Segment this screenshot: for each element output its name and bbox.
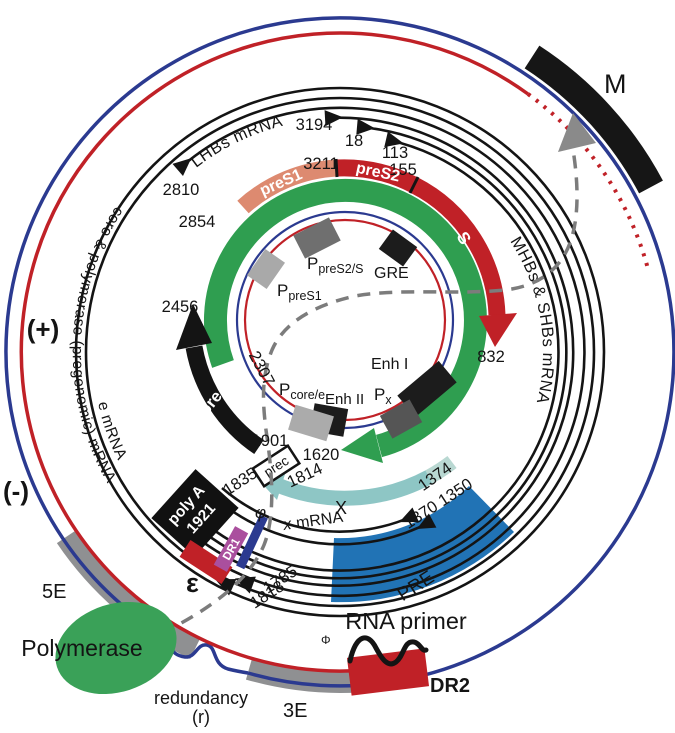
rna-primer-label: RNA primer bbox=[345, 608, 467, 634]
pres2-arc bbox=[336, 159, 418, 193]
gre-label: GRE bbox=[374, 265, 409, 282]
shbs-mrna-start-arrow-2 bbox=[384, 131, 404, 148]
shbs-mrna-arc-1 bbox=[188, 125, 568, 580]
lhbs-mrna-start-arrow bbox=[172, 158, 192, 177]
gre-box bbox=[378, 229, 418, 267]
dr2-box bbox=[346, 648, 430, 696]
p-core-box bbox=[288, 404, 334, 442]
x-mrna-label: x mRNA bbox=[281, 509, 344, 534]
x-mrna-start-arrow-2 bbox=[399, 507, 419, 523]
pres2-s-divider bbox=[408, 176, 420, 194]
enh1-box bbox=[397, 360, 457, 418]
svg-text:MHBs & SHBs mRNA: MHBs & SHBs mRNA bbox=[507, 234, 558, 406]
dr2-label: DR2 bbox=[430, 675, 470, 697]
e-mrna-circle bbox=[84, 96, 596, 608]
x-orf-label: X bbox=[335, 498, 347, 518]
coord-2810: 2810 bbox=[163, 181, 200, 199]
p-pres1-label: PpreS1 bbox=[277, 281, 322, 303]
coord-2456: 2456 bbox=[162, 298, 199, 316]
minus-strand-label: (-) bbox=[3, 476, 29, 506]
x-orf-tail-arc bbox=[425, 455, 457, 484]
pre-band bbox=[331, 486, 514, 603]
dashed-replication-path bbox=[161, 137, 579, 635]
x-mrna-start-arrow-1 bbox=[416, 513, 437, 530]
polymerase-orf-arrowhead bbox=[341, 428, 383, 463]
minus-strand-circle bbox=[4, 16, 675, 688]
coord-1620: 1620 bbox=[303, 446, 340, 464]
epsilon-label: ε bbox=[186, 568, 199, 598]
coord-2854: 2854 bbox=[179, 213, 216, 231]
polymerase-label: Polymerase bbox=[21, 635, 142, 661]
pres1-arc bbox=[237, 159, 338, 214]
regulatory-boxes bbox=[246, 217, 457, 442]
coord-3211: 3211 bbox=[303, 155, 338, 173]
plus-strand-label: (+) bbox=[27, 314, 60, 344]
m-segment-label: M bbox=[604, 69, 627, 99]
coord-3194: 3194 bbox=[296, 116, 333, 134]
p-pres2s-box bbox=[293, 217, 341, 259]
segment-5e-arc bbox=[56, 530, 200, 659]
polymerase-orf-ring bbox=[204, 178, 487, 458]
coord-18: 18 bbox=[345, 132, 363, 150]
coord-2307: 2307 bbox=[245, 348, 278, 389]
segment-5e-label: 5E bbox=[42, 581, 66, 603]
rna-primer-wave bbox=[347, 635, 429, 667]
coord-1901: 1901 bbox=[252, 432, 289, 450]
pres1-pres2-divider bbox=[334, 158, 339, 178]
s-orf-arc bbox=[410, 177, 506, 316]
inner-minus-strand-circle bbox=[235, 210, 455, 430]
epsilon-box bbox=[179, 539, 233, 585]
coord-832: 832 bbox=[477, 348, 505, 366]
core-orf-arc bbox=[185, 345, 264, 455]
x-orf-arc bbox=[272, 470, 433, 506]
p-pres1-box bbox=[246, 249, 286, 289]
enh1-label: Enh I bbox=[371, 356, 408, 373]
phi-bar bbox=[236, 514, 268, 570]
dashed-path-arrowhead bbox=[558, 113, 596, 152]
mhbs-mrna-start-arrow bbox=[324, 110, 343, 127]
shbs-mrna-arc-2 bbox=[193, 138, 560, 572]
lhbs-mrna-arc bbox=[176, 106, 586, 598]
polymerase-blob bbox=[55, 601, 177, 695]
plus-strand-arc bbox=[19, 31, 530, 673]
segment-3e-label: 3E bbox=[283, 700, 307, 722]
mhbs-mrna-arc bbox=[182, 116, 575, 587]
enh2-label: Enh II bbox=[325, 391, 364, 408]
p-x-label: Px bbox=[374, 385, 392, 407]
phi-circled-label: Φ bbox=[321, 633, 331, 647]
redundancy-label: redundancy bbox=[154, 688, 248, 708]
mhbs-shbs-mrna-label: MHBs & SHBs mRNA bbox=[507, 234, 557, 406]
p-core-label: Pcore/e bbox=[279, 380, 325, 402]
phi-label: φ bbox=[255, 503, 266, 522]
p-x-box bbox=[379, 399, 423, 439]
core-orf-arrowhead bbox=[176, 304, 212, 350]
x-mrna-arc-2 bbox=[221, 487, 414, 533]
shbs-mrna-start-arrow-1 bbox=[356, 118, 375, 135]
minus-strand-redundancy-wiggle bbox=[156, 630, 249, 675]
coord-155: 155 bbox=[389, 161, 417, 179]
m-segment-arc bbox=[524, 45, 663, 194]
pregenomic-mrna-circle bbox=[74, 86, 606, 618]
x-mrna-arc-1 bbox=[213, 496, 431, 546]
redundancy-r-label: (r) bbox=[192, 707, 210, 727]
s-orf-arrowhead bbox=[479, 313, 517, 347]
coord-113: 113 bbox=[382, 144, 408, 162]
p-pres2s-label: PpreS2/S bbox=[307, 254, 364, 276]
